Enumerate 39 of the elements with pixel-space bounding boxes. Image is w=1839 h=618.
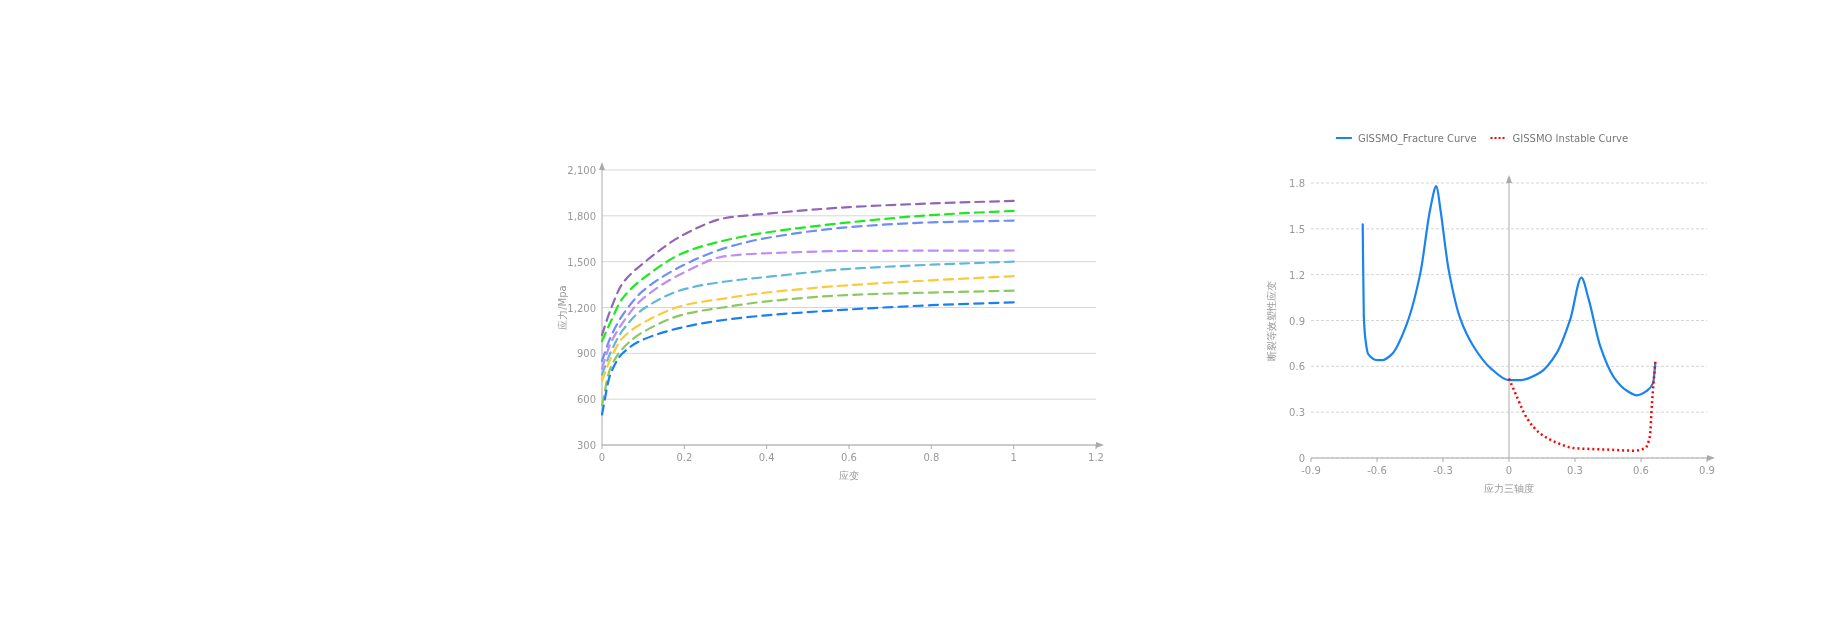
- y-axis-title: 断裂等效塑性应变: [1266, 280, 1277, 361]
- legend-label: GISSMO Instable Curve: [1512, 132, 1629, 144]
- line-series: [600, 301, 1015, 416]
- y-tick-label: 1.8: [1289, 178, 1305, 189]
- y-tick-label: 2,100: [567, 165, 596, 176]
- line-series: [1507, 360, 1657, 452]
- x-tick-label: -0.9: [1301, 465, 1321, 476]
- y-axis-title: 应力/Mpa: [557, 285, 568, 330]
- y-tick-label: 1,200: [567, 302, 596, 314]
- y-tick-label: 600: [576, 394, 596, 406]
- y-tick-label: 900: [576, 348, 596, 360]
- line-series: [600, 275, 1015, 382]
- y-tick-label: 1.2: [1289, 269, 1305, 281]
- x-tick-label: 0.2: [676, 452, 693, 463]
- x-tick-label: 0: [598, 452, 606, 463]
- y-tick-label: 0.9: [1289, 315, 1305, 327]
- line-series: [1361, 184, 1657, 397]
- x-tick-label: 0.4: [758, 452, 775, 463]
- x-tick-label: -0.3: [1433, 465, 1453, 476]
- x-tick-label: 0.8: [923, 452, 940, 463]
- x-axis-title: 应变: [839, 470, 859, 481]
- y-tick-label: 1.5: [1289, 223, 1305, 235]
- x-tick-label: 0.6: [1633, 465, 1649, 476]
- line-series: [600, 289, 1015, 407]
- x-tick-label: -0.6: [1367, 465, 1387, 476]
- line-series: [600, 219, 1015, 363]
- x-tick-label: 1: [1010, 452, 1017, 463]
- x-tick-label: 0.6: [841, 452, 857, 463]
- x-tick-label: 0: [1505, 465, 1513, 476]
- y-tick-label: 0.6: [1289, 361, 1305, 373]
- x-axis-title: 应力三轴度: [1484, 483, 1534, 494]
- legend-label: GISSMO_Fracture Curve: [1357, 132, 1477, 145]
- y-tick-label: 1,500: [567, 256, 596, 268]
- y-tick-label: 1,800: [567, 210, 596, 222]
- x-tick-label: 0.3: [1567, 465, 1583, 476]
- x-tick-label: 1.2: [1088, 452, 1104, 463]
- x-tick-label: 0.9: [1699, 465, 1715, 476]
- y-tick-label: 0.3: [1289, 407, 1305, 419]
- y-tick-label: 300: [576, 440, 596, 451]
